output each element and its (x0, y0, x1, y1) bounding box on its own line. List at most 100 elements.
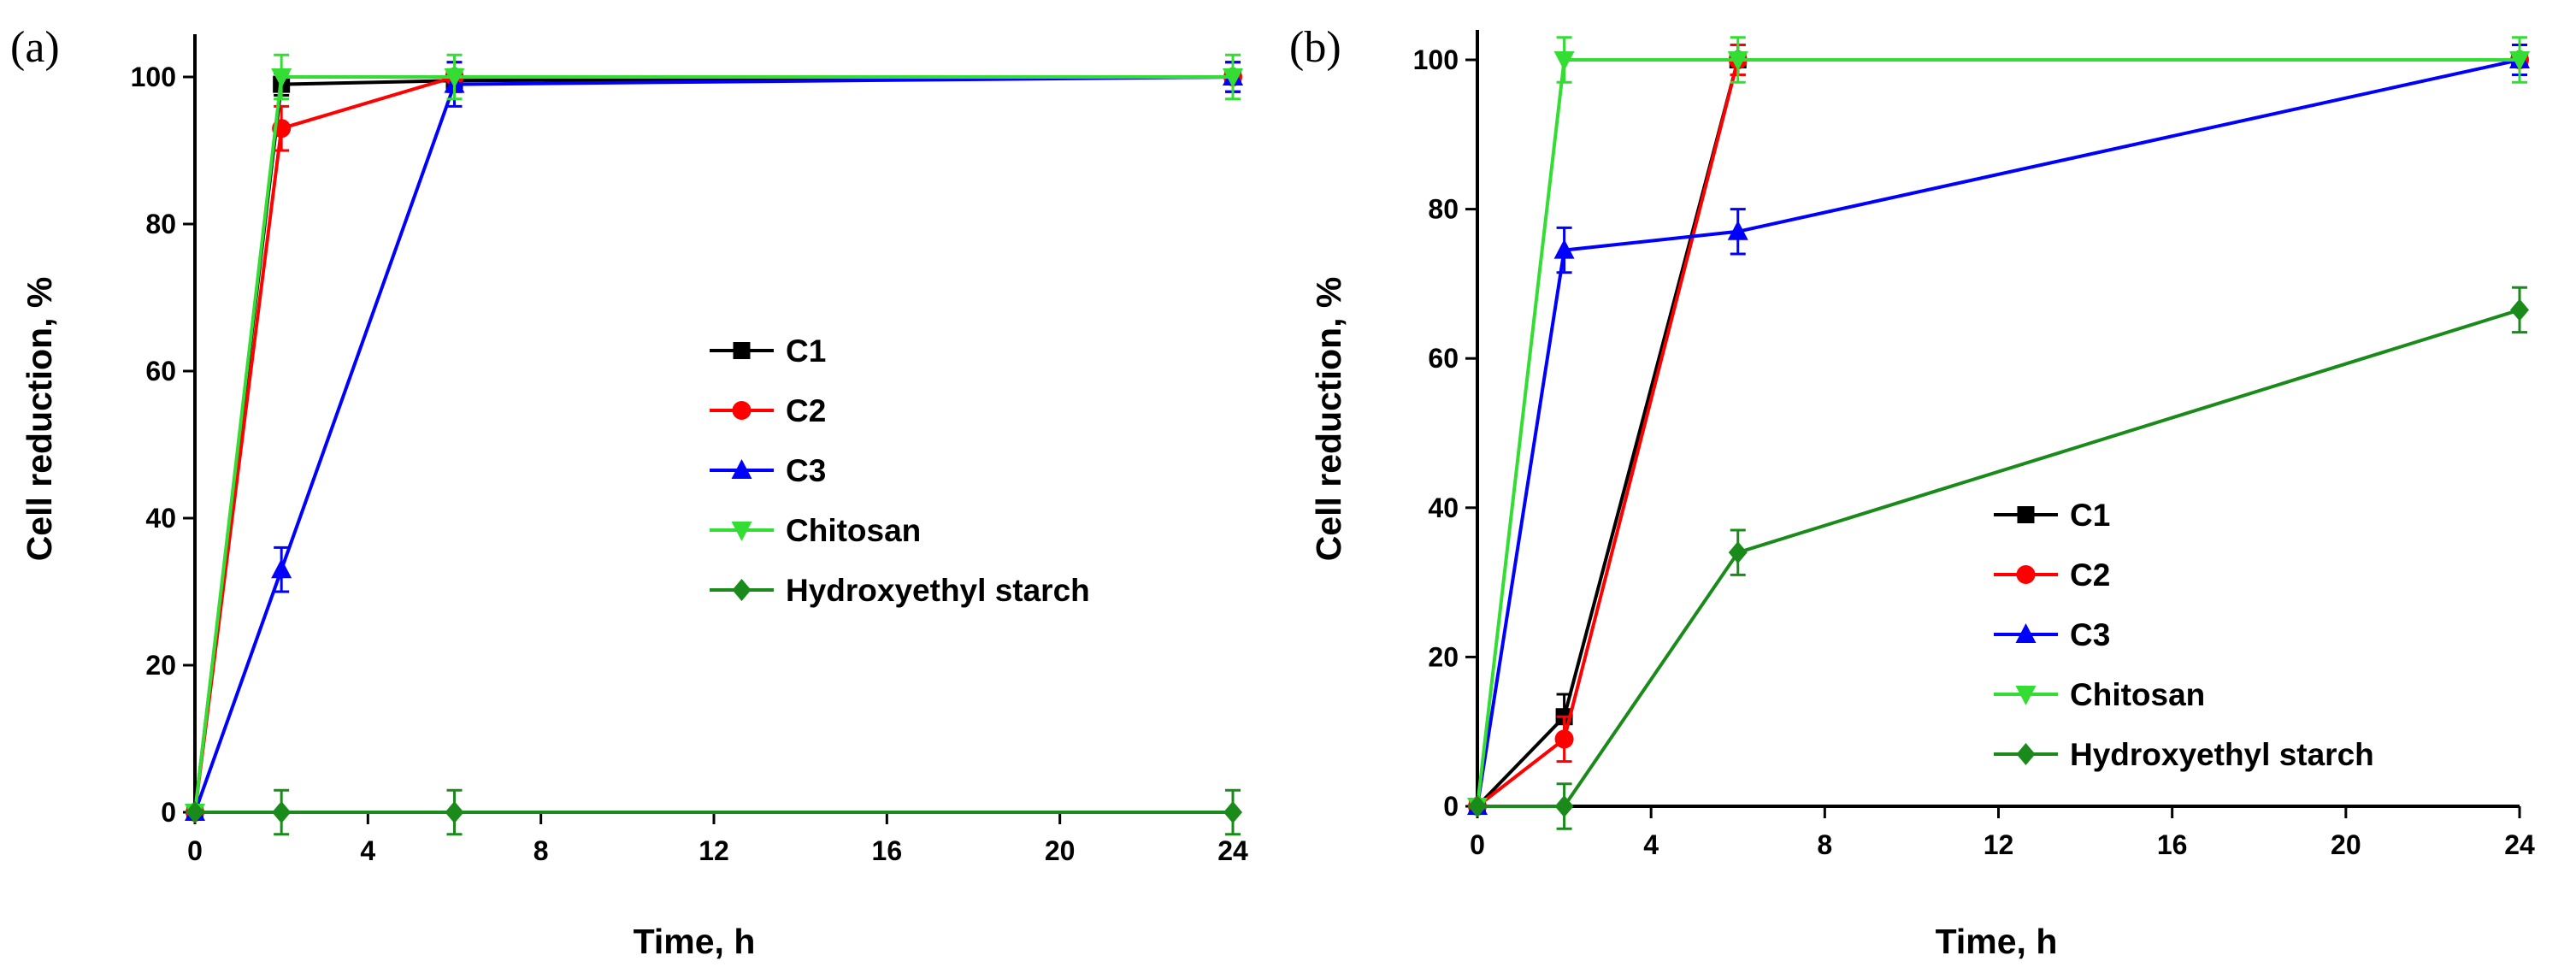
legend-marker (731, 522, 752, 541)
series-c1 (1469, 44, 2528, 815)
data-point (1554, 729, 1574, 749)
y-tick-label: 60 (145, 356, 176, 386)
x-tick-label: 16 (872, 835, 903, 866)
data-point (1223, 68, 1243, 88)
y-tick-label: 0 (161, 797, 176, 828)
y-tick-label: 80 (1428, 194, 1459, 225)
legend-marker (733, 342, 751, 359)
series-line-hydroxyethyl-starch (1477, 308, 2520, 808)
x-tick-label: 4 (360, 835, 375, 866)
x-tick-label: 8 (1817, 829, 1832, 860)
legend-label: C3 (2070, 617, 2110, 652)
data-point (445, 801, 464, 823)
legend-marker (732, 579, 752, 601)
data-point (2509, 51, 2530, 71)
x-tick-label: 24 (2504, 829, 2535, 860)
x-tick-label: 20 (1045, 835, 1076, 866)
panel-label: (a) (10, 23, 60, 72)
legend-entry-c3: C3 (1994, 617, 2110, 652)
legend-entry-chitosan: Chitosan (1994, 677, 2205, 712)
legend-entry-chitosan: Chitosan (710, 513, 921, 548)
series-chitosan (1467, 36, 2530, 817)
legend-entry-c3: C3 (710, 453, 826, 488)
y-tick-label: 20 (1428, 641, 1459, 672)
y-tick-label: 20 (145, 650, 176, 681)
x-tick-label: 0 (187, 835, 203, 866)
data-point (1468, 795, 1487, 817)
data-point (1553, 239, 1575, 259)
legend-entry-hydroxyethyl-starch: Hydroxyethyl starch (710, 573, 1090, 608)
chart-panel-b: (b) Cell reduction, % Time, h 0 4 8 12 16 20 2… (1289, 23, 2535, 961)
legend-label: C3 (786, 453, 826, 488)
legend-entry-c2: C2 (710, 393, 826, 428)
legend-label: C1 (2070, 498, 2110, 533)
x-tick-label: 4 (1643, 829, 1659, 860)
legend: C1 C2 C3 Chitosan Hydroxyethyl starch (1994, 498, 2374, 772)
y-tick-label: 0 (1443, 791, 1459, 822)
data-point (2510, 298, 2529, 321)
series-chitosan (185, 53, 1243, 823)
x-tick-label: 0 (1470, 829, 1485, 860)
series-c1 (186, 61, 1241, 821)
x-axis-title: Time, h (634, 922, 756, 961)
legend-label: Chitosan (2070, 677, 2205, 712)
data-point (1553, 51, 1575, 71)
y-tick-label: 40 (1428, 492, 1459, 523)
axes-frame (1476, 30, 2520, 808)
series-line-c3 (193, 75, 1234, 813)
data-point (444, 68, 465, 88)
legend: C1 C2 C3 Chitosan Hydroxyethyl starch (710, 333, 1090, 608)
legend-label: Hydroxyethyl starch (786, 573, 1090, 608)
x-tick-label: 12 (1984, 829, 2014, 860)
series-c2 (186, 61, 1242, 822)
series-line-c2 (193, 75, 1233, 813)
axes-frame (193, 34, 1233, 814)
data-point (1727, 220, 1748, 240)
data-point (271, 558, 292, 579)
series-line-chitosan (193, 75, 1233, 813)
legend-label: C2 (2070, 557, 2110, 593)
data-point (1223, 801, 1242, 823)
data-point (271, 68, 292, 88)
data-point (1727, 51, 1748, 71)
y-tick-label: 80 (145, 209, 176, 239)
legend-entry-c2: C2 (1994, 557, 2110, 593)
series-hydroxyethyl-starch (186, 788, 1242, 836)
legend-marker (2016, 743, 2036, 765)
legend-entry-c1: C1 (1994, 498, 2110, 533)
legend-label: C2 (786, 393, 826, 428)
legend-entry-c1: C1 (710, 333, 826, 369)
data-point (1728, 541, 1748, 564)
data-point (186, 801, 204, 823)
legend-label: C1 (786, 333, 826, 369)
legend-marker (731, 459, 752, 479)
legend-marker (2015, 623, 2037, 643)
series-c3 (1467, 44, 2530, 815)
series-line-c3 (1476, 58, 2520, 807)
series-line-chitosan (1476, 58, 2520, 807)
series-hydroxyethyl-starch (1468, 286, 2529, 830)
x-tick-label: 24 (1217, 835, 1248, 866)
y-tick-label: 40 (145, 503, 176, 534)
y-axis-title: Cell reduction, % (20, 277, 59, 562)
data-point (272, 801, 292, 823)
legend-entry-hydroxyethyl-starch: Hydroxyethyl starch (1994, 737, 2374, 772)
y-tick-label: 60 (1428, 343, 1459, 374)
panel-label: (b) (1289, 23, 1341, 72)
y-tick-label: 100 (131, 62, 176, 92)
series-c2 (1468, 44, 2529, 816)
y-axis-title: Cell reduction, % (1309, 277, 1348, 562)
legend-marker (2017, 506, 2035, 523)
y-tick-label: 100 (1413, 44, 1459, 75)
x-tick-label: 16 (2157, 829, 2188, 860)
data-point (1554, 795, 1574, 817)
x-tick-label: 12 (699, 835, 729, 866)
chart-panel-a: (a) Cell reduction, % Time, h 0 4 8 12 16 20 2… (10, 23, 1248, 961)
legend-marker (732, 401, 752, 420)
series-line-c1 (193, 75, 1234, 813)
legend-label: Hydroxyethyl starch (2070, 737, 2374, 772)
x-tick-label: 8 (533, 835, 549, 866)
legend-marker (2015, 686, 2037, 705)
legend-marker (2016, 565, 2036, 584)
